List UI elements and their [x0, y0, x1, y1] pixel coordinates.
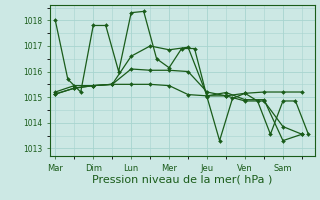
X-axis label: Pression niveau de la mer( hPa ): Pression niveau de la mer( hPa ): [92, 174, 273, 184]
